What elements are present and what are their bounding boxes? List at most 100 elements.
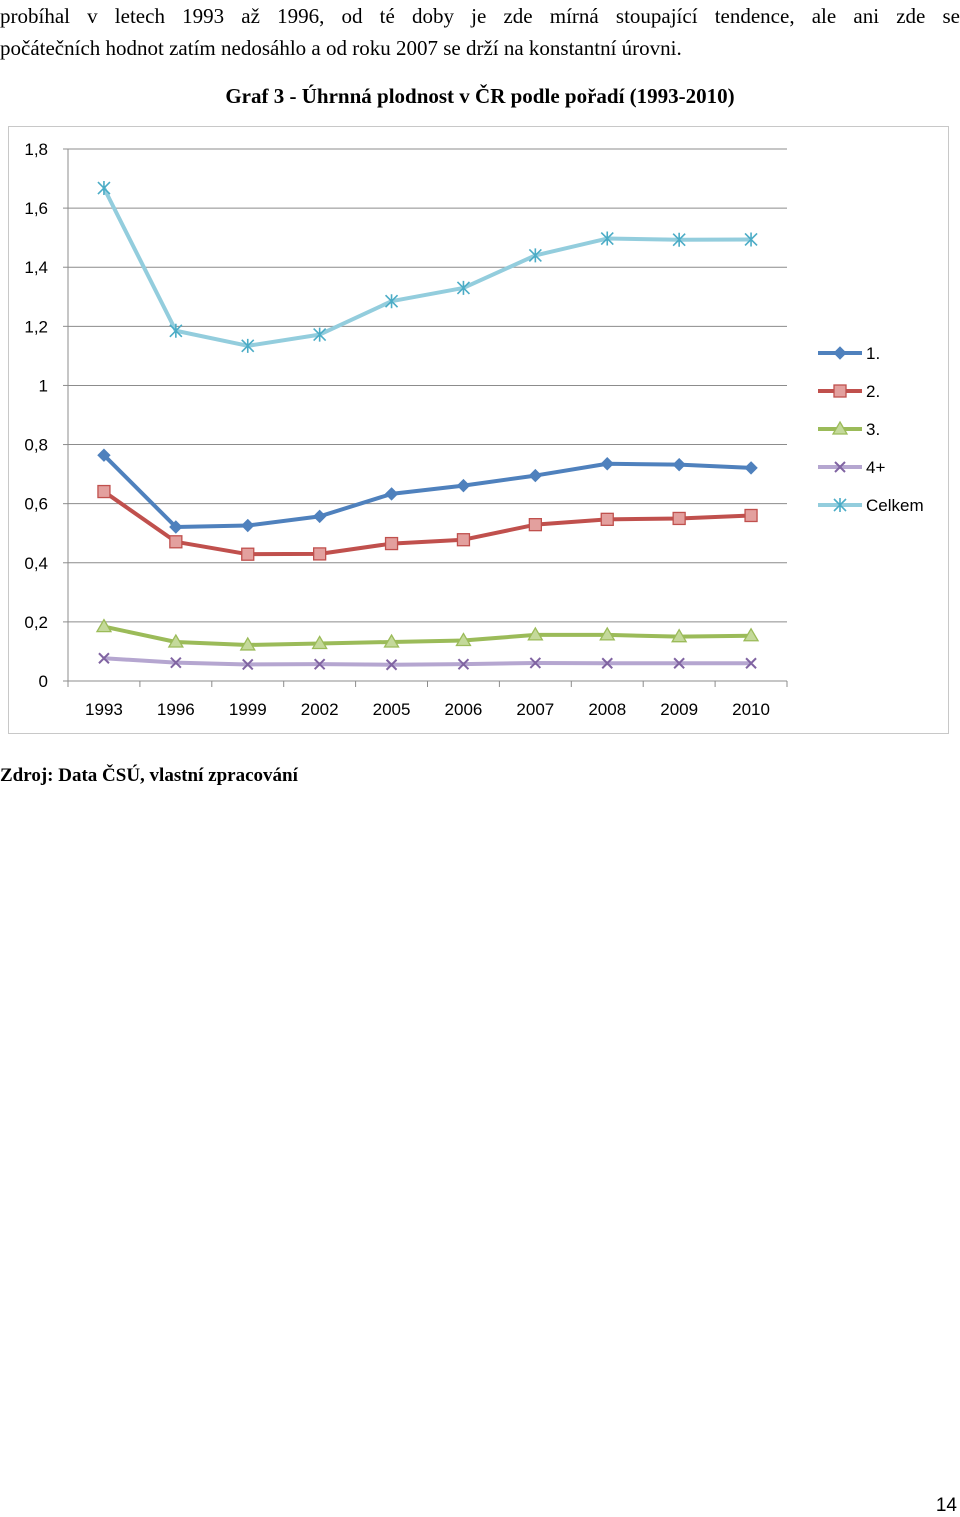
legend-item: 2.: [818, 382, 880, 401]
data-point: [671, 628, 688, 643]
series-3: [95, 618, 760, 651]
data-point: [242, 658, 254, 671]
series-line: [103, 624, 752, 647]
data-point: [241, 547, 255, 561]
y-tick-label: 0,4: [24, 554, 48, 573]
data-point: [241, 338, 255, 353]
y-tick-label: 0,2: [24, 613, 48, 632]
series-line: [103, 656, 752, 667]
data-point: [169, 323, 183, 338]
data-point: [170, 656, 182, 669]
data-point: [97, 181, 111, 196]
legend-item: Celkem: [818, 496, 924, 515]
x-tick-label: 2007: [516, 700, 554, 719]
data-point: [455, 632, 472, 647]
x-tick-label: 2006: [445, 700, 483, 719]
data-point: [98, 652, 110, 664]
series-line: [102, 187, 752, 348]
x-tick-label: 1993: [85, 700, 123, 719]
legend-marker: [834, 461, 846, 473]
data-point: [528, 248, 542, 263]
data-point: [312, 547, 327, 561]
legend-item: 3.: [818, 420, 880, 439]
data-point: [383, 633, 400, 648]
data-point: [239, 636, 256, 651]
data-point: [672, 511, 686, 526]
data-point: [313, 658, 326, 670]
y-tick-label: 1,6: [24, 199, 48, 218]
legend: 1. 2. 3. 4+ Celkem: [818, 344, 924, 515]
legend-label: 1.: [866, 344, 880, 363]
y-tick-label: 1: [39, 376, 48, 395]
data-point: [95, 618, 113, 633]
series-5: [97, 181, 758, 353]
gridlines: [68, 148, 787, 623]
data-point: [97, 484, 111, 499]
series-line: [102, 453, 752, 530]
data-point: [169, 535, 183, 549]
data-point: [97, 448, 111, 462]
data-point: [600, 512, 614, 526]
data-point: [311, 635, 328, 650]
data-point: [384, 294, 399, 309]
data-point: [312, 509, 327, 524]
series-4: [98, 652, 757, 671]
data-point: [385, 659, 398, 671]
body-paragraph: probíhal v letech 1993 až 1996, od té do…: [0, 0, 960, 64]
data-point: [169, 520, 183, 534]
data-point: [528, 518, 542, 532]
data-point: [745, 657, 757, 669]
page-number: 14: [935, 1495, 957, 1516]
series: [95, 181, 760, 671]
y-tick-label: 0: [39, 672, 48, 691]
y-tick-label: 1,2: [24, 317, 48, 336]
data-point: [673, 657, 685, 669]
legend-marker: [833, 498, 847, 512]
y-tick-label: 1,8: [24, 140, 48, 159]
data-point: [456, 280, 471, 295]
paragraph-line-1: probíhal v letech 1993 až 1996, od té do…: [0, 4, 960, 28]
source-note: Zdroj: Data ČSÚ, vlastní zpracování: [0, 765, 298, 786]
series-1: [97, 448, 758, 534]
data-point: [744, 508, 758, 523]
series-line: [102, 489, 752, 557]
legend-marker: [833, 346, 847, 360]
line-chart: 0 0,2 0,4 0,6 0,8 1 1,2 1,4 1,6 1,8 1993 1996 1999 20…: [24, 140, 924, 719]
x-tick-label: 2010: [732, 700, 770, 719]
x-tick-label: 2002: [301, 700, 339, 719]
legend-label: Celkem: [866, 496, 924, 515]
data-point: [384, 536, 399, 551]
legend-marker: [831, 420, 849, 435]
legend-label: 4+: [866, 458, 885, 477]
data-point: [313, 327, 327, 342]
legend-item: 4+: [818, 458, 885, 477]
y-tick-label: 0,6: [24, 495, 48, 514]
data-point: [601, 657, 613, 669]
y-tick-label: 0,8: [24, 436, 48, 455]
legend-marker: [833, 384, 847, 398]
data-point: [672, 232, 686, 247]
data-point: [241, 518, 255, 533]
x-tick-label: 2009: [660, 700, 698, 719]
data-point: [529, 657, 542, 669]
axes: 0 0,2 0,4 0,6 0,8 1 1,2 1,4 1,6 1,8 1993 1996 1999 20…: [24, 140, 788, 719]
chart-title: Graf 3 - Úhrnná plodnost v ČR podle pořa…: [225, 84, 735, 108]
y-tick-label: 1,4: [24, 258, 48, 277]
paragraph-line-2: počátečních hodnot zatím nedosáhlo a od …: [0, 36, 682, 60]
data-point: [527, 626, 544, 641]
data-point: [457, 658, 470, 670]
legend-label: 2.: [866, 382, 880, 401]
data-point: [672, 457, 686, 472]
x-tick-label: 2005: [373, 700, 411, 719]
data-point: [744, 232, 758, 247]
x-tick-label: 1999: [229, 700, 267, 719]
data-point: [528, 468, 543, 483]
data-point: [600, 457, 614, 471]
data-point: [167, 633, 184, 648]
data-point: [599, 626, 616, 641]
data-point: [744, 461, 758, 475]
chart-frame: [8, 126, 949, 734]
data-point: [384, 487, 399, 501]
x-tick-label: 1996: [157, 700, 195, 719]
data-point: [456, 478, 471, 493]
